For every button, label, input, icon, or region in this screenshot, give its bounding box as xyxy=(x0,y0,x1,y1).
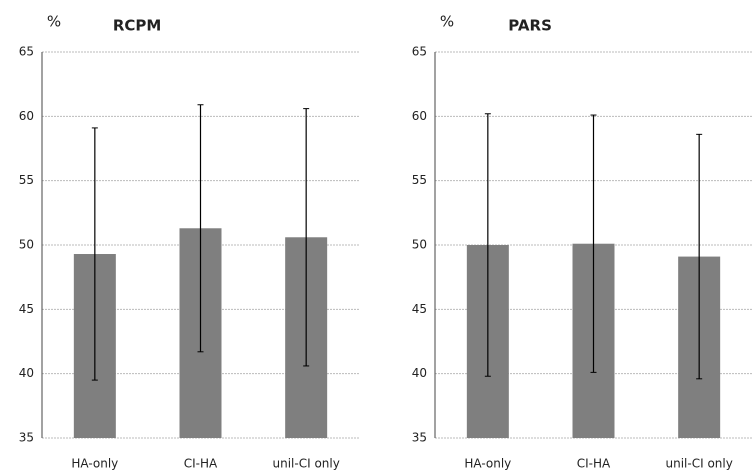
y-tick-label: 60 xyxy=(412,109,427,123)
y-tick-label: 55 xyxy=(412,173,427,187)
x-tick-label: unil-CI only xyxy=(666,457,733,471)
y-tick-label: 35 xyxy=(19,431,34,445)
y-tick-label: 55 xyxy=(19,173,34,187)
y-tick-label: 50 xyxy=(412,238,427,252)
y-tick-label: 45 xyxy=(412,302,427,316)
y-axis-label: % xyxy=(47,13,61,31)
y-tick-label: 65 xyxy=(412,45,427,59)
y-tick-label: 35 xyxy=(412,431,427,445)
x-tick-label: HA-only xyxy=(71,457,118,471)
x-tick-label: unil-CI only xyxy=(273,457,340,471)
chart-title: PARS xyxy=(508,17,552,35)
x-tick-label: CI-HA xyxy=(577,457,611,471)
y-tick-label: 60 xyxy=(19,109,34,123)
y-tick-label: 45 xyxy=(19,302,34,316)
y-tick-label: 65 xyxy=(19,45,34,59)
y-tick-label: 40 xyxy=(412,366,427,380)
x-tick-label: HA-only xyxy=(464,457,511,471)
chart-title: RCPM xyxy=(113,17,161,35)
x-tick-label: CI-HA xyxy=(184,457,218,471)
y-tick-label: 50 xyxy=(19,238,34,252)
y-tick-label: 40 xyxy=(19,366,34,380)
y-axis-label: % xyxy=(440,13,454,31)
